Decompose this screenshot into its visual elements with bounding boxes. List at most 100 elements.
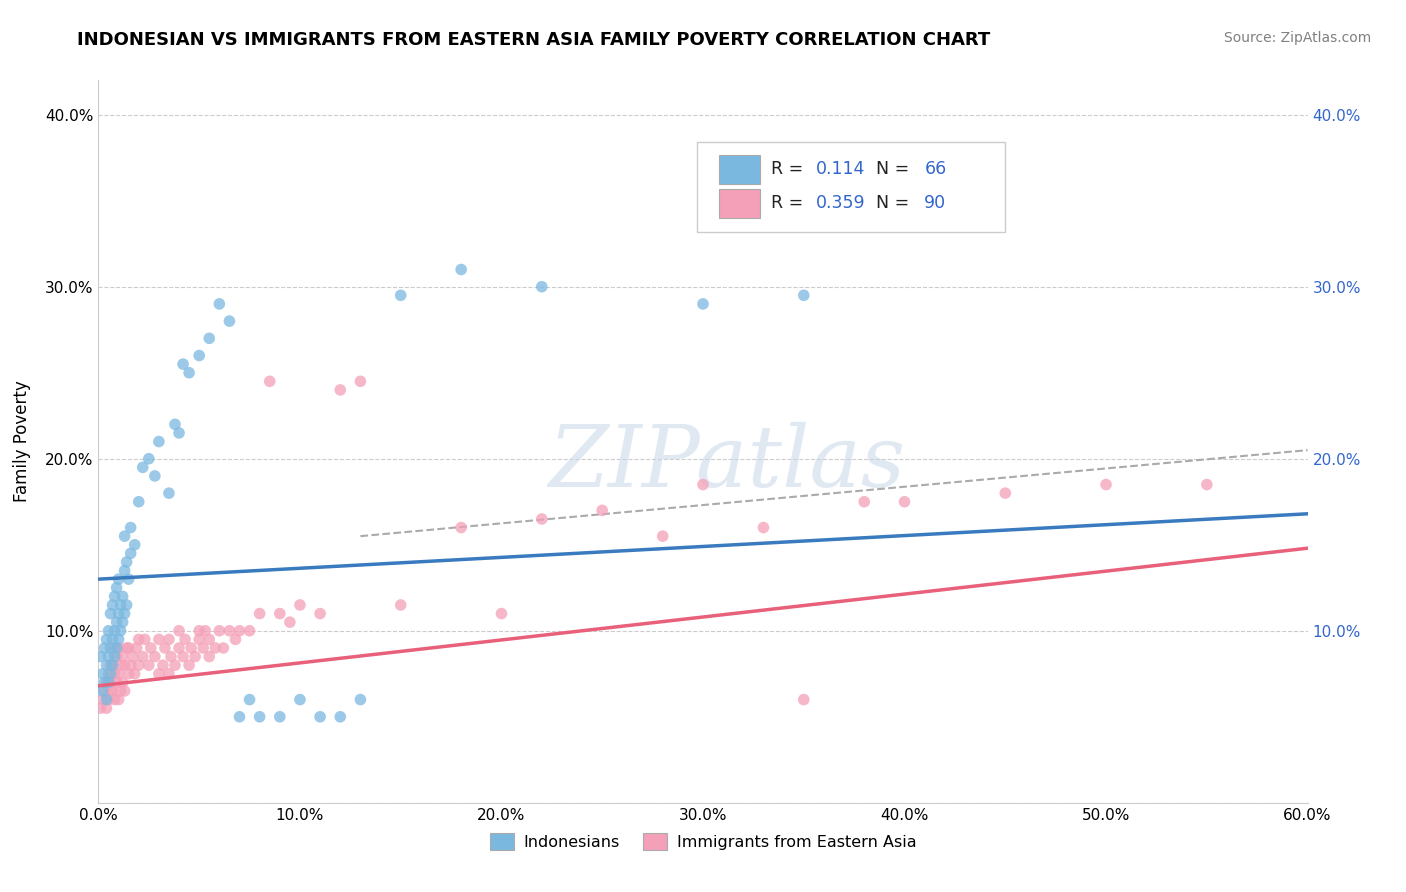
Point: [93, 675, 115, 690]
Text: ZIPatlas: ZIPatlas: [548, 422, 905, 505]
Point: [651, 529, 673, 543]
Point: [97, 675, 120, 690]
Point: [107, 572, 129, 586]
Point: [132, 460, 155, 475]
Point: [148, 632, 170, 647]
Point: [101, 632, 124, 647]
Point: [114, 684, 136, 698]
Point: [103, 624, 125, 638]
Point: [118, 666, 141, 681]
FancyBboxPatch shape: [718, 189, 759, 218]
Point: [115, 640, 138, 655]
Point: [110, 684, 132, 698]
Point: [101, 684, 124, 698]
Point: [114, 564, 136, 578]
Point: [96, 675, 118, 690]
Point: [994, 486, 1017, 500]
Point: [143, 649, 166, 664]
Text: N =: N =: [876, 194, 915, 212]
Point: [179, 366, 201, 380]
Point: [152, 658, 174, 673]
Point: [120, 546, 142, 560]
Point: [148, 666, 170, 681]
Point: [198, 649, 221, 664]
Point: [893, 494, 915, 508]
Point: [103, 590, 125, 604]
Point: [167, 425, 190, 440]
Point: [389, 288, 412, 302]
Point: [111, 590, 134, 604]
Point: [157, 632, 180, 647]
Point: [110, 598, 132, 612]
Point: [188, 349, 211, 363]
Text: R =: R =: [770, 194, 808, 212]
Point: [132, 649, 155, 664]
FancyBboxPatch shape: [718, 155, 759, 184]
Point: [138, 451, 160, 466]
Point: [105, 581, 128, 595]
Point: [208, 624, 231, 638]
Point: [97, 649, 120, 664]
Point: [148, 434, 170, 449]
Point: [450, 520, 472, 534]
Point: [288, 692, 311, 706]
Point: [309, 710, 332, 724]
Point: [103, 666, 125, 681]
Point: [174, 632, 197, 647]
Point: [107, 692, 129, 706]
Point: [100, 658, 122, 673]
Point: [118, 572, 141, 586]
Point: [101, 598, 124, 612]
Point: [128, 632, 150, 647]
Point: [97, 692, 120, 706]
Point: [167, 624, 190, 638]
Point: [93, 684, 115, 698]
Point: [239, 624, 262, 638]
Point: [163, 658, 186, 673]
Point: [89, 701, 111, 715]
Legend: Indonesians, Immigrants from Eastern Asia: Indonesians, Immigrants from Eastern Asi…: [484, 827, 922, 856]
Point: [591, 503, 613, 517]
Point: [115, 598, 138, 612]
Point: [138, 658, 160, 673]
Text: 66: 66: [924, 161, 946, 178]
Point: [114, 658, 136, 673]
Text: 0.359: 0.359: [815, 194, 865, 212]
Text: 90: 90: [924, 194, 946, 212]
Point: [89, 649, 111, 664]
Point: [530, 512, 553, 526]
Point: [143, 469, 166, 483]
Point: [128, 494, 150, 508]
FancyBboxPatch shape: [697, 142, 1005, 232]
Point: [96, 692, 118, 706]
Point: [269, 607, 291, 621]
Point: [224, 632, 246, 647]
Point: [329, 383, 352, 397]
Point: [91, 692, 114, 706]
Point: [107, 632, 129, 647]
Point: [188, 624, 211, 638]
Point: [1095, 477, 1118, 491]
Point: [93, 640, 115, 655]
Point: [269, 710, 291, 724]
Point: [111, 675, 134, 690]
Point: [329, 710, 352, 724]
Point: [139, 640, 162, 655]
Point: [188, 632, 211, 647]
Point: [96, 632, 118, 647]
Point: [120, 658, 142, 673]
Point: [153, 640, 176, 655]
Point: [118, 640, 141, 655]
Point: [105, 649, 128, 664]
Point: [105, 615, 128, 630]
Point: [107, 607, 129, 621]
Point: [204, 640, 226, 655]
Point: [124, 538, 146, 552]
Point: [110, 658, 132, 673]
Point: [249, 607, 271, 621]
Point: [103, 692, 125, 706]
Point: [128, 658, 150, 673]
Point: [309, 607, 332, 621]
Point: [157, 666, 180, 681]
Point: [259, 375, 281, 389]
